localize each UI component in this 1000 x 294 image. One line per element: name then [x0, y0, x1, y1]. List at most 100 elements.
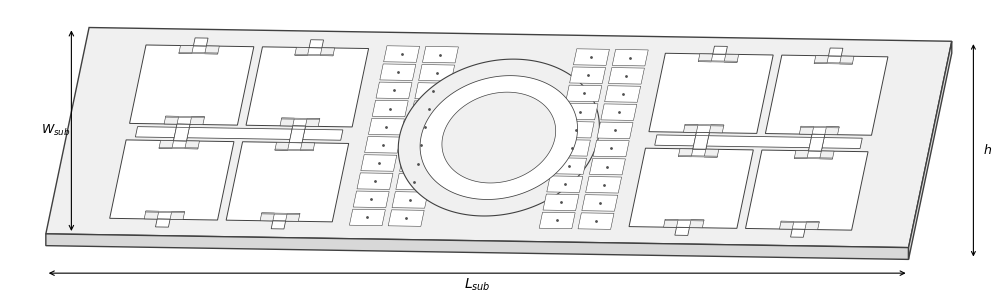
Polygon shape [300, 143, 315, 151]
Polygon shape [280, 118, 294, 126]
Polygon shape [262, 213, 300, 215]
Polygon shape [820, 151, 834, 159]
Polygon shape [193, 38, 208, 46]
Polygon shape [794, 157, 833, 159]
Polygon shape [135, 127, 343, 140]
Polygon shape [551, 158, 587, 174]
Polygon shape [396, 173, 432, 190]
Polygon shape [547, 176, 583, 192]
Polygon shape [713, 46, 727, 54]
Polygon shape [554, 140, 590, 156]
Polygon shape [589, 158, 625, 175]
Polygon shape [582, 195, 618, 211]
Polygon shape [809, 134, 825, 148]
Polygon shape [825, 127, 839, 135]
Polygon shape [159, 141, 174, 148]
Polygon shape [275, 142, 289, 150]
Polygon shape [791, 229, 805, 237]
Polygon shape [801, 126, 839, 128]
Polygon shape [805, 222, 819, 230]
Polygon shape [205, 46, 219, 54]
Polygon shape [110, 140, 234, 220]
Polygon shape [799, 126, 814, 134]
Polygon shape [570, 67, 606, 83]
Polygon shape [174, 127, 189, 141]
Polygon shape [810, 134, 825, 142]
Polygon shape [678, 156, 717, 157]
Polygon shape [781, 221, 819, 223]
Polygon shape [442, 92, 556, 183]
Polygon shape [693, 136, 709, 149]
Polygon shape [415, 83, 451, 99]
Polygon shape [349, 209, 385, 226]
Polygon shape [144, 211, 159, 219]
Polygon shape [155, 219, 170, 227]
Polygon shape [376, 82, 412, 98]
Polygon shape [295, 54, 333, 56]
Polygon shape [689, 220, 704, 228]
Polygon shape [398, 59, 599, 216]
Polygon shape [305, 118, 320, 126]
Polygon shape [746, 150, 868, 230]
Polygon shape [400, 155, 436, 172]
Text: $L_{\mathit{sub}}$: $L_{\mathit{sub}}$ [464, 277, 491, 293]
Polygon shape [814, 62, 853, 64]
Polygon shape [605, 86, 641, 102]
Polygon shape [320, 48, 335, 56]
Polygon shape [694, 132, 709, 146]
Polygon shape [384, 46, 420, 62]
Polygon shape [170, 211, 185, 220]
Polygon shape [179, 52, 218, 54]
Polygon shape [765, 55, 888, 135]
Polygon shape [403, 137, 439, 154]
Polygon shape [809, 137, 824, 151]
Polygon shape [695, 132, 709, 141]
Polygon shape [295, 47, 309, 56]
Polygon shape [664, 219, 678, 227]
Polygon shape [365, 137, 401, 153]
Polygon shape [290, 126, 305, 140]
Text: $W_{\mathit{sub}}$: $W_{\mathit{sub}}$ [41, 123, 70, 138]
Polygon shape [698, 54, 713, 62]
Polygon shape [629, 148, 753, 228]
Polygon shape [655, 135, 862, 148]
Polygon shape [685, 124, 724, 126]
Polygon shape [175, 124, 190, 132]
Polygon shape [829, 48, 843, 56]
Polygon shape [260, 213, 274, 221]
Polygon shape [724, 54, 739, 62]
Polygon shape [289, 135, 304, 143]
Polygon shape [179, 46, 193, 54]
Text: $h$: $h$ [983, 143, 992, 157]
Polygon shape [814, 56, 829, 64]
Polygon shape [704, 149, 719, 157]
Polygon shape [380, 64, 416, 81]
Polygon shape [597, 122, 633, 138]
Polygon shape [286, 213, 300, 221]
Polygon shape [566, 85, 602, 102]
Polygon shape [46, 234, 909, 259]
Polygon shape [174, 133, 188, 141]
Polygon shape [420, 76, 578, 199]
Polygon shape [665, 219, 704, 221]
Polygon shape [407, 119, 443, 136]
Polygon shape [411, 101, 447, 117]
Polygon shape [368, 118, 404, 135]
Polygon shape [608, 68, 644, 84]
Polygon shape [543, 194, 579, 211]
Polygon shape [146, 211, 185, 213]
Polygon shape [779, 221, 794, 229]
Polygon shape [840, 56, 854, 64]
Polygon shape [601, 104, 637, 121]
Polygon shape [46, 28, 952, 248]
Polygon shape [422, 46, 458, 63]
Polygon shape [130, 45, 254, 125]
Polygon shape [361, 155, 397, 171]
Polygon shape [185, 141, 199, 149]
Polygon shape [909, 41, 952, 259]
Polygon shape [174, 124, 190, 138]
Polygon shape [809, 143, 823, 151]
Polygon shape [573, 49, 609, 65]
Polygon shape [271, 221, 286, 229]
Polygon shape [357, 173, 393, 189]
